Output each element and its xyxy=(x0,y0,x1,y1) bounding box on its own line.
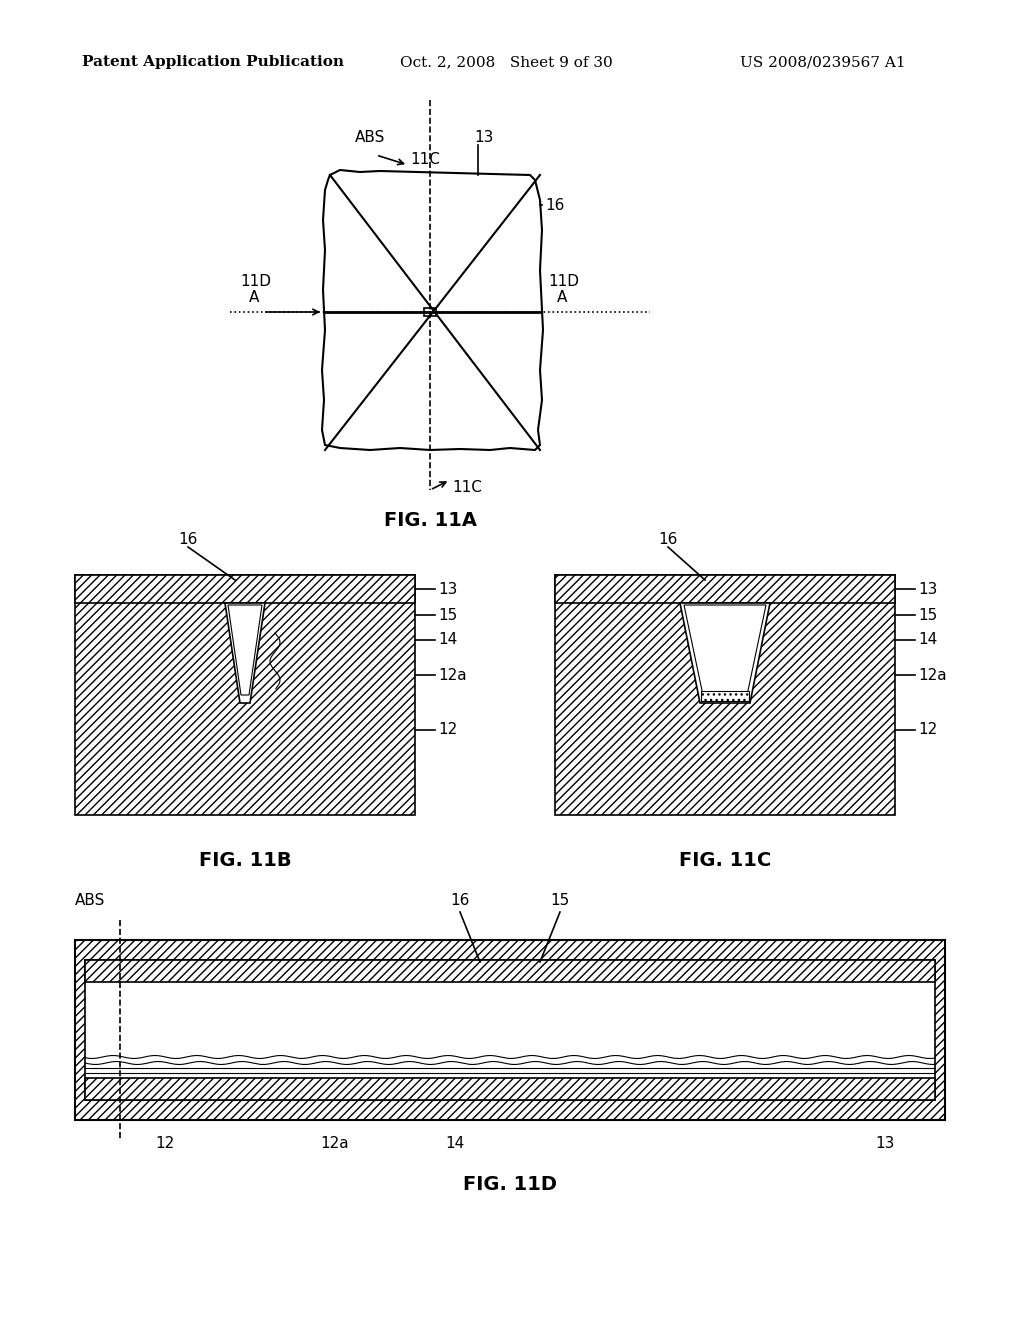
Bar xyxy=(424,308,436,315)
Text: FIG. 11C: FIG. 11C xyxy=(679,850,771,870)
Text: 15: 15 xyxy=(438,607,458,623)
Text: 13: 13 xyxy=(438,582,458,597)
Text: A: A xyxy=(249,290,259,305)
Text: 11C: 11C xyxy=(452,479,482,495)
Text: Oct. 2, 2008   Sheet 9 of 30: Oct. 2, 2008 Sheet 9 of 30 xyxy=(400,55,612,69)
Text: 15: 15 xyxy=(918,607,937,623)
Polygon shape xyxy=(225,603,265,704)
Text: FIG. 11B: FIG. 11B xyxy=(199,850,291,870)
Bar xyxy=(555,576,895,603)
Text: 14: 14 xyxy=(445,1137,465,1151)
Text: ABS: ABS xyxy=(355,131,385,145)
Bar xyxy=(85,960,935,1100)
Text: 12a: 12a xyxy=(438,668,467,682)
Text: 14: 14 xyxy=(918,632,937,648)
Text: 12a: 12a xyxy=(321,1137,349,1151)
Text: 12: 12 xyxy=(438,722,458,738)
Polygon shape xyxy=(228,605,262,696)
Text: 16: 16 xyxy=(545,198,564,213)
Text: Patent Application Publication: Patent Application Publication xyxy=(82,55,344,69)
Text: 13: 13 xyxy=(474,131,494,145)
Text: 13: 13 xyxy=(918,582,937,597)
Text: 15: 15 xyxy=(550,894,569,908)
Text: 16: 16 xyxy=(658,532,677,548)
Text: 11D: 11D xyxy=(240,275,271,289)
Bar xyxy=(75,940,945,1119)
Text: 16: 16 xyxy=(451,894,470,908)
Bar xyxy=(701,690,749,701)
Polygon shape xyxy=(680,603,770,704)
Bar xyxy=(85,960,935,982)
Text: 16: 16 xyxy=(178,532,198,548)
Text: A: A xyxy=(557,290,567,305)
Text: 14: 14 xyxy=(438,632,458,648)
Text: 13: 13 xyxy=(876,1137,895,1151)
Text: US 2008/0239567 A1: US 2008/0239567 A1 xyxy=(740,55,905,69)
Text: ABS: ABS xyxy=(75,894,105,908)
Text: 11C: 11C xyxy=(410,153,440,168)
Text: 12: 12 xyxy=(918,722,937,738)
Text: 11D: 11D xyxy=(548,275,579,289)
Text: FIG. 11A: FIG. 11A xyxy=(384,511,476,529)
Bar xyxy=(555,576,895,814)
Bar xyxy=(85,1078,935,1100)
Text: 12a: 12a xyxy=(918,668,946,682)
Text: FIG. 11D: FIG. 11D xyxy=(463,1176,557,1195)
Bar xyxy=(75,576,415,814)
Polygon shape xyxy=(684,605,766,700)
Bar xyxy=(75,576,415,603)
Text: 12: 12 xyxy=(156,1137,175,1151)
